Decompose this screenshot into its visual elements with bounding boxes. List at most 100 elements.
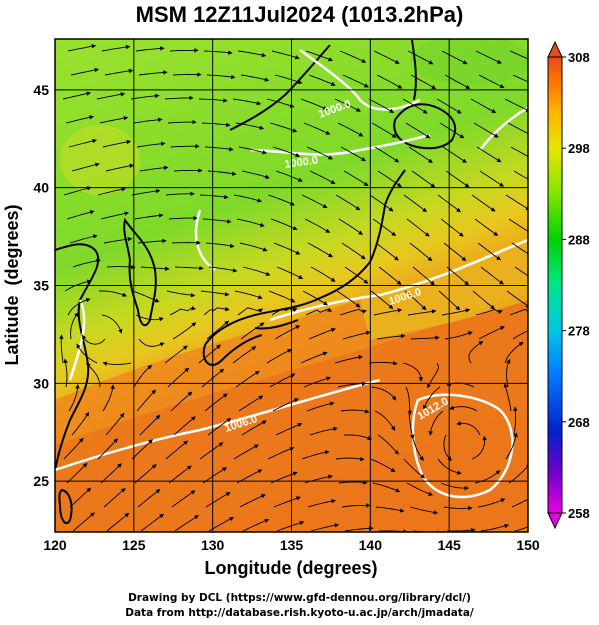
colorbar-tick-label: 298: [568, 141, 590, 156]
streamline: [69, 487, 92, 508]
streamline: [66, 462, 88, 484]
streamline: [165, 191, 195, 196]
streamline: [371, 122, 397, 138]
streamline: [101, 314, 123, 334]
streamline: [341, 503, 371, 508]
streamline: [276, 520, 305, 532]
streamline: [63, 437, 84, 460]
wind-streamlines: [59, 44, 528, 532]
streamline: [130, 93, 160, 100]
streamline: [372, 218, 397, 237]
streamline: [206, 320, 230, 340]
streamline: [137, 238, 167, 244]
colorbar-min-triangle: [547, 512, 563, 530]
streamline: [72, 512, 95, 532]
streamline: [242, 518, 270, 532]
streamline: [240, 322, 265, 340]
x-tick-label: 130: [201, 537, 225, 553]
streamline: [341, 242, 366, 260]
streamline: [404, 290, 427, 311]
streamline: [232, 98, 262, 106]
streamline: [71, 411, 89, 436]
streamline: [513, 406, 518, 436]
streamline: [98, 290, 128, 297]
y-tick-label: 25: [33, 473, 49, 489]
streamline: [102, 361, 132, 366]
streamline: [100, 211, 130, 220]
streamline: [201, 122, 231, 128]
plot-frame: [54, 38, 529, 533]
streamline: [428, 410, 444, 436]
streamline: [505, 432, 518, 460]
streamline: [506, 290, 528, 308]
streamline: [508, 463, 528, 484]
streamline: [174, 515, 199, 532]
streamline: [405, 122, 431, 139]
streamline: [468, 340, 484, 364]
streamline: [513, 170, 528, 180]
streamline: [437, 458, 462, 475]
streamline: [376, 333, 406, 340]
streamline: [275, 423, 303, 436]
streamline: [344, 266, 369, 284]
streamline: [206, 74, 236, 80]
streamline: [140, 266, 170, 271]
streamline: [503, 382, 512, 412]
streamline: [82, 334, 106, 345]
streamline: [368, 360, 398, 366]
streamline: [445, 170, 470, 188]
streamline: [456, 421, 481, 436]
streamline: [310, 523, 340, 532]
streamline: [406, 482, 434, 496]
y-tick-label: 30: [33, 375, 49, 391]
streamline: [373, 308, 403, 316]
streamline: [233, 194, 263, 203]
streamline: [509, 308, 528, 316]
streamline: [59, 334, 64, 364]
streamline: [480, 266, 504, 285]
streamline: [402, 362, 424, 382]
streamline: [136, 141, 166, 148]
streamline: [103, 236, 133, 244]
streamline: [208, 266, 238, 273]
streamline: [305, 307, 332, 316]
streamline: [340, 146, 366, 162]
streamline: [402, 98, 428, 114]
streamline: [377, 170, 402, 188]
streamline: [335, 194, 361, 211]
streamline: [170, 391, 193, 412]
streamline: [168, 215, 198, 221]
streamline: [131, 188, 161, 196]
streamline: [267, 194, 295, 206]
streamline: [336, 290, 361, 308]
streamline: [204, 393, 228, 412]
streamline: [97, 187, 126, 196]
streamline: [269, 373, 296, 388]
streamline: [514, 266, 528, 277]
streamline: [235, 370, 260, 388]
streamline: [375, 506, 405, 513]
streamline: [310, 266, 336, 282]
streamline: [270, 218, 298, 231]
temperature-field: [55, 39, 528, 532]
streamline: [67, 297, 91, 316]
streamline: [136, 389, 157, 412]
streamline: [202, 218, 232, 224]
streamline: [135, 314, 164, 322]
streamline: [339, 308, 367, 316]
streamline: [68, 384, 80, 412]
streamline: [272, 146, 301, 158]
streamline: [507, 122, 528, 134]
streamline: [96, 92, 126, 100]
streamline: [204, 146, 234, 152]
streamline: [377, 434, 399, 455]
credit-drawing: Drawing by DCL (https://www.gfd-dennou.o…: [128, 592, 471, 604]
coastlines: [55, 39, 457, 525]
colorbar: 258 268 278 288 298 308: [547, 40, 590, 530]
streamline: [343, 170, 369, 187]
streamline: [164, 95, 194, 101]
streamline: [133, 117, 163, 124]
map-title: MSM 12Z11Jul2024 (1013.2hPa): [135, 2, 464, 27]
streamline: [307, 498, 336, 508]
streamline: [478, 326, 505, 340]
